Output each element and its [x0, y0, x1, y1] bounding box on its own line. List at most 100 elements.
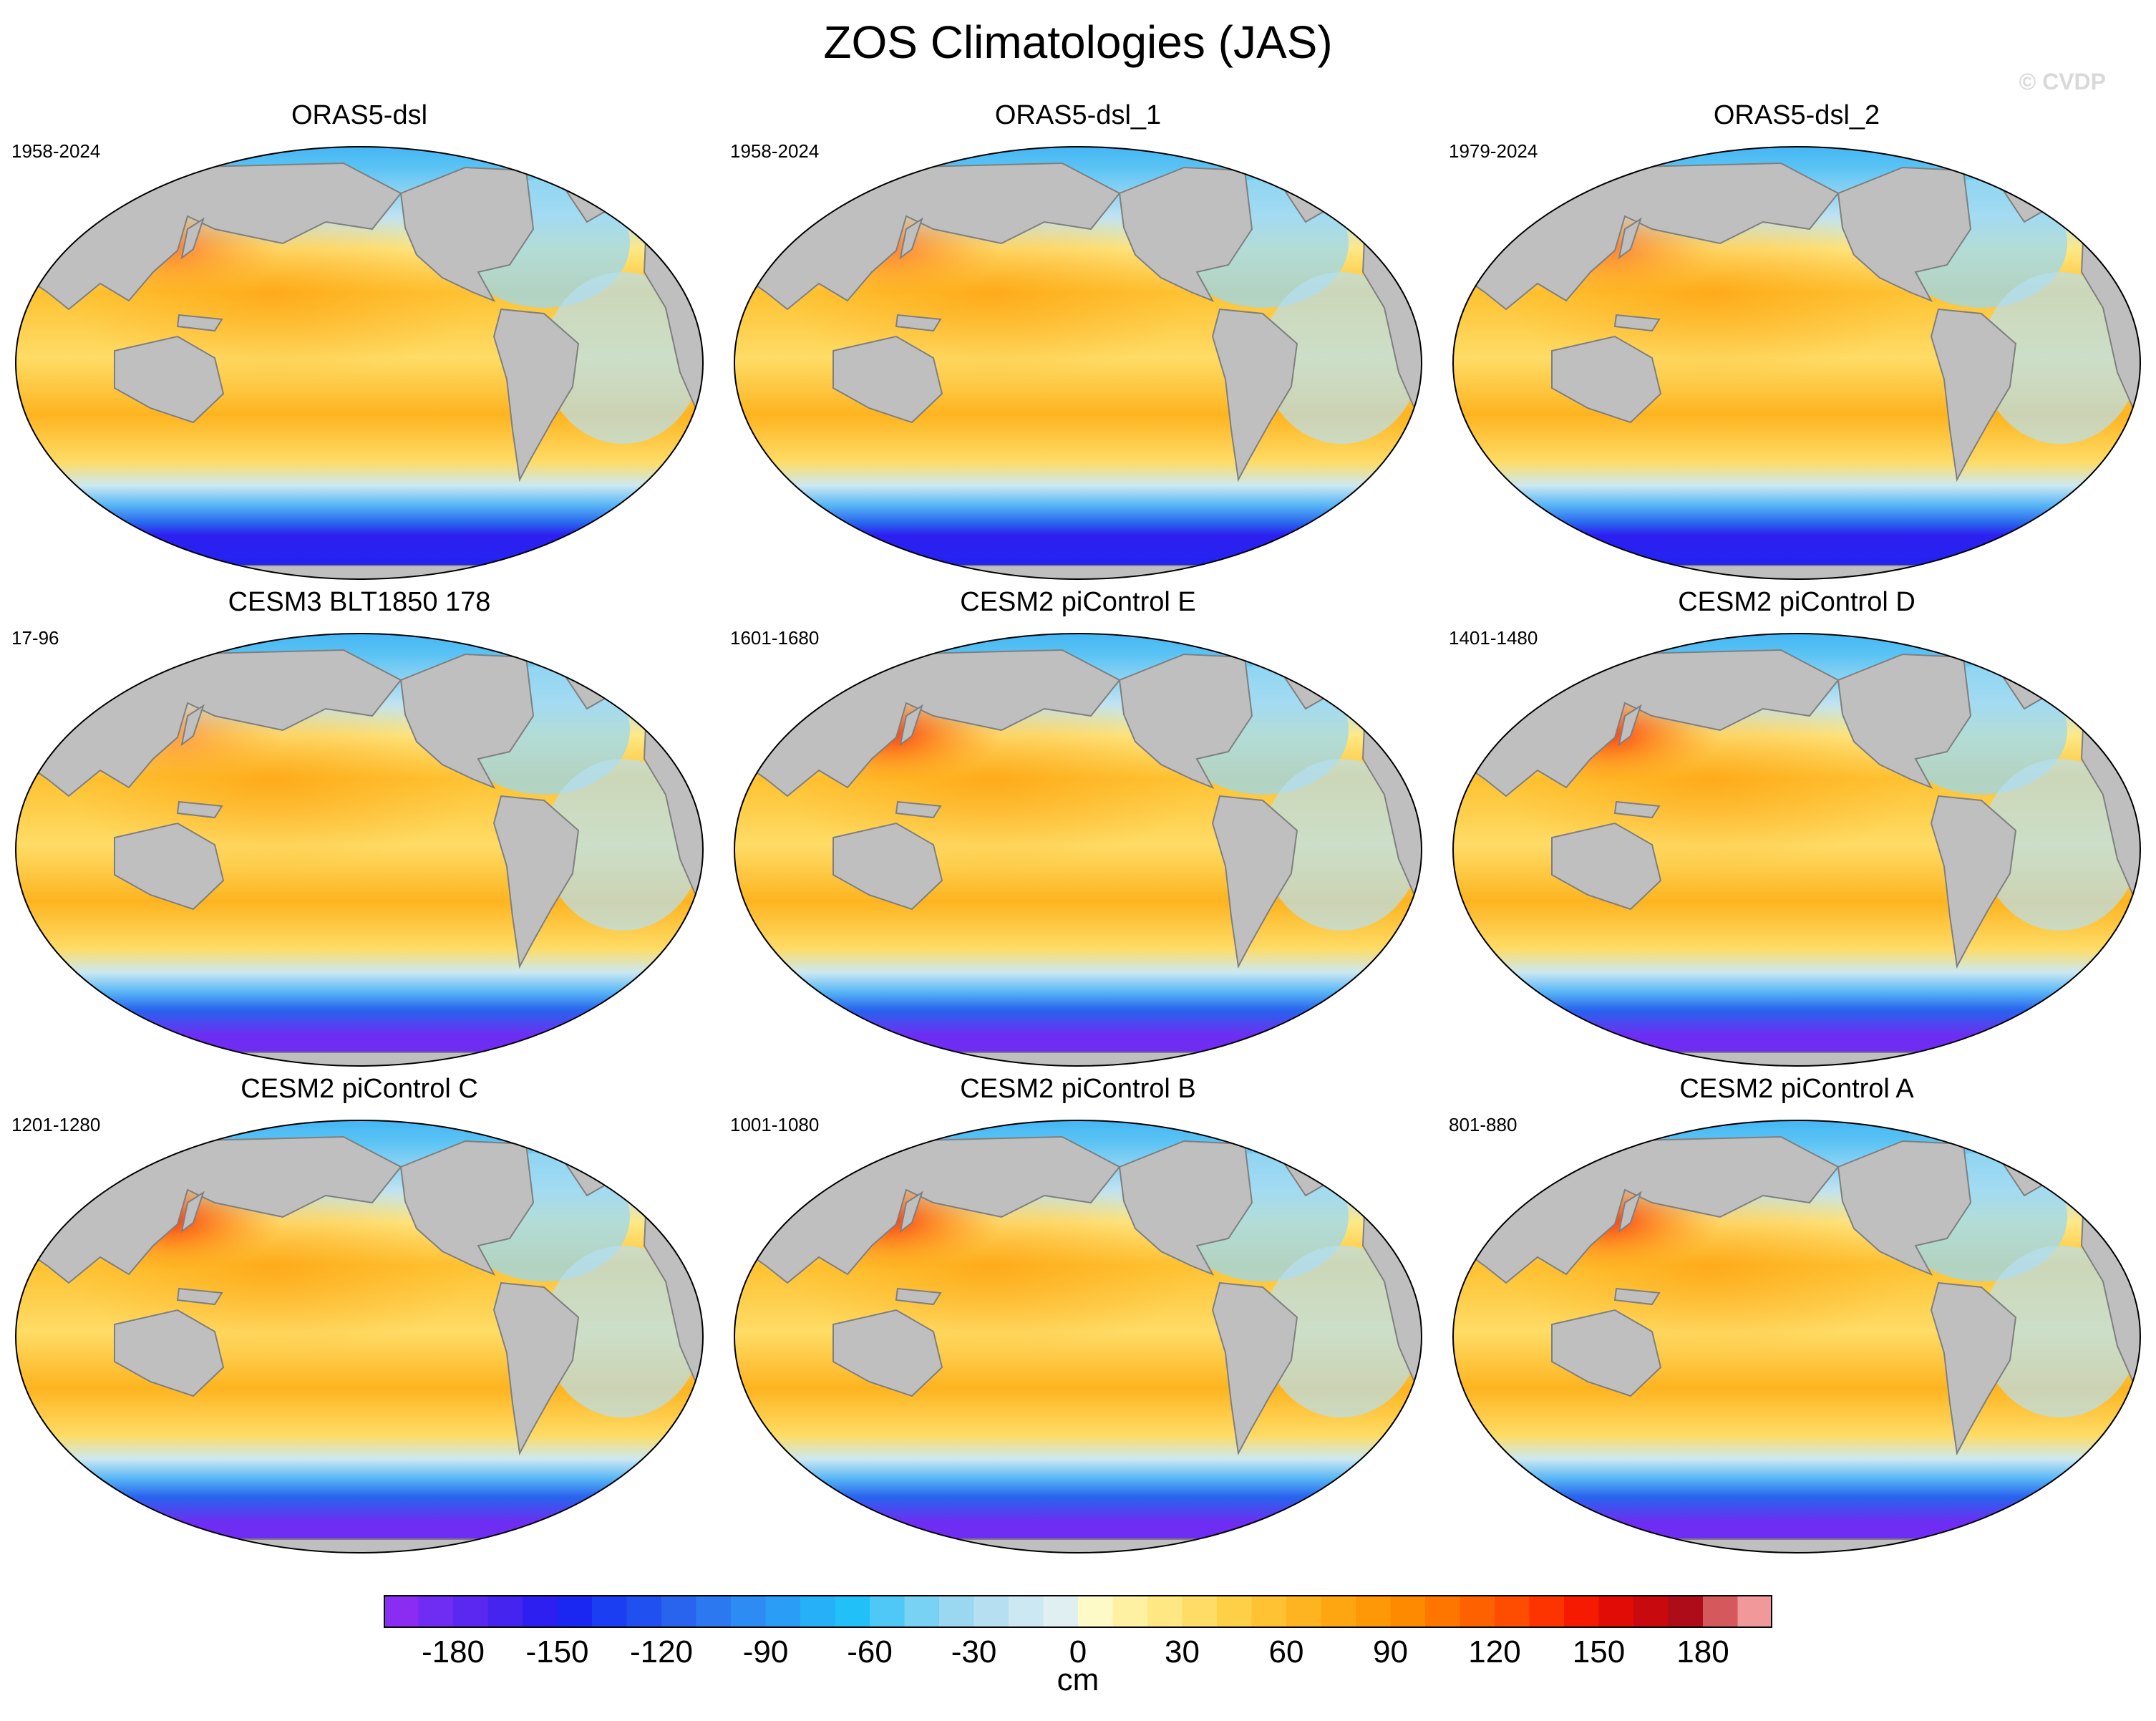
australia	[1551, 1309, 1662, 1397]
map-panel: CESM2 piControl D 1401-1480	[1437, 587, 2156, 1081]
colorbar-swatch	[487, 1595, 523, 1628]
world-map	[734, 146, 1422, 580]
colorbar-swatch	[626, 1595, 662, 1628]
panel-title: CESM3 BLT1850 178	[228, 587, 491, 617]
panel-period: 801-880	[1449, 1114, 1518, 1135]
colorbar-swatch	[1598, 1595, 1634, 1628]
colorbar-swatch	[800, 1595, 836, 1628]
colorbar-tick-label: 120	[1468, 1634, 1520, 1667]
map-panel: CESM3 BLT1850 178 17-96	[0, 587, 719, 1081]
map-border	[1452, 633, 2141, 1067]
world-map	[734, 1120, 1422, 1553]
japan	[899, 1191, 923, 1233]
colorbar-swatch	[557, 1595, 593, 1628]
japan	[899, 704, 923, 747]
south-america	[1930, 308, 2017, 483]
colorbar-swatch	[1564, 1595, 1600, 1628]
panel-period: 1958-2024	[730, 140, 820, 162]
world-map	[1452, 1120, 2141, 1553]
panel-title: ORAS5-dsl_2	[1713, 100, 1880, 130]
colorbar-swatch	[765, 1595, 801, 1628]
colorbar-tick-label: 30	[1165, 1634, 1200, 1667]
south-america	[1930, 1281, 2017, 1456]
panel-period: 1958-2024	[11, 140, 101, 162]
colorbar-swatch	[1529, 1595, 1565, 1628]
south-america	[1211, 1281, 1298, 1456]
colorbar-swatch	[1703, 1595, 1739, 1628]
new-guinea	[176, 800, 223, 819]
colorbar-tick-label: -90	[743, 1634, 789, 1667]
colorbar-swatch	[1043, 1595, 1079, 1628]
colorbar-swatch	[523, 1595, 558, 1628]
colorbar-swatch	[1112, 1595, 1148, 1628]
new-guinea	[895, 800, 942, 819]
panel-period: 1401-1480	[1449, 627, 1538, 649]
colorbar-swatch	[973, 1595, 1009, 1628]
panel-period: 17-96	[11, 627, 59, 649]
australia	[114, 822, 225, 911]
south-america	[1211, 308, 1298, 483]
colorbar-swatch	[1251, 1595, 1287, 1628]
map-border	[1452, 146, 2141, 580]
japan	[180, 1191, 205, 1233]
colorbar-swatch	[592, 1595, 628, 1628]
south-america	[492, 308, 580, 483]
australia	[1551, 335, 1662, 424]
panel-title: CESM2 piControl C	[241, 1074, 478, 1104]
map-border	[734, 146, 1422, 580]
colorbar-swatch	[1425, 1595, 1461, 1628]
world-map	[15, 633, 704, 1067]
colorbar-swatch	[1495, 1595, 1530, 1628]
colorbar-swatch	[1633, 1595, 1669, 1628]
new-guinea	[895, 314, 942, 332]
panel-period: 1001-1080	[730, 1114, 820, 1135]
colorbar-tick-label: -60	[847, 1634, 893, 1667]
colorbar-swatch	[1321, 1595, 1356, 1628]
colorbar-swatch	[1460, 1595, 1495, 1628]
new-guinea	[176, 314, 223, 332]
south-atlantic-low	[1263, 759, 1420, 931]
map-border	[15, 633, 704, 1067]
colorbar-swatch	[1737, 1595, 1772, 1628]
australia	[832, 822, 943, 911]
panel-title: ORAS5-dsl_1	[994, 100, 1162, 130]
panel-title: ORAS5-dsl	[291, 100, 428, 130]
world-map	[15, 146, 704, 580]
colorbar-swatch	[1078, 1595, 1114, 1628]
world-map	[1452, 633, 2141, 1067]
panel-title: CESM2 piControl B	[960, 1074, 1196, 1104]
colorbar-swatch	[418, 1595, 454, 1628]
colorbar-swatch	[1182, 1595, 1218, 1628]
new-guinea	[1613, 1287, 1661, 1306]
colorbar-swatch	[453, 1595, 489, 1628]
south-america	[1211, 795, 1298, 969]
panel-period: 1979-2024	[1449, 140, 1538, 162]
colorbar: -180 -150 -120 -90 -60 -30 0 30 60 90 120 150 180	[384, 1595, 1772, 1667]
japan	[180, 217, 205, 260]
colorbar-swatch	[835, 1595, 870, 1628]
map-panel: ORAS5-dsl_2 1979-2024	[1437, 100, 2156, 594]
colorbar-swatch	[731, 1595, 767, 1628]
map-border	[15, 1120, 704, 1553]
colorbar-tick-label: -150	[525, 1634, 588, 1667]
australia	[832, 1309, 943, 1397]
colorbar-tick-label: -180	[422, 1634, 485, 1667]
map-panel: CESM2 piControl B 1001-1080	[719, 1074, 1437, 1568]
colorbar-swatch	[696, 1595, 732, 1628]
panel-title: CESM2 piControl A	[1679, 1074, 1914, 1104]
colorbar-tick-label: -30	[951, 1634, 997, 1667]
colorbar-swatch	[1356, 1595, 1392, 1628]
colorbar-frame	[384, 1595, 1772, 1628]
south-atlantic-low	[1981, 1246, 2139, 1417]
map-border	[1452, 1120, 2141, 1553]
australia	[1551, 822, 1662, 911]
map-panel: CESM2 piControl E 1601-1680	[719, 587, 1437, 1081]
new-guinea	[1613, 314, 1661, 332]
panel-period: 1601-1680	[730, 627, 820, 649]
colorbar-unit-label: cm	[1057, 1662, 1099, 1697]
figure-title: ZOS Climatologies (JAS)	[823, 16, 1333, 68]
colorbar-tick-label: 180	[1676, 1634, 1729, 1667]
new-guinea	[176, 1287, 223, 1306]
japan	[1618, 704, 1642, 747]
map-panel: ORAS5-dsl 1958-2024	[0, 100, 719, 594]
